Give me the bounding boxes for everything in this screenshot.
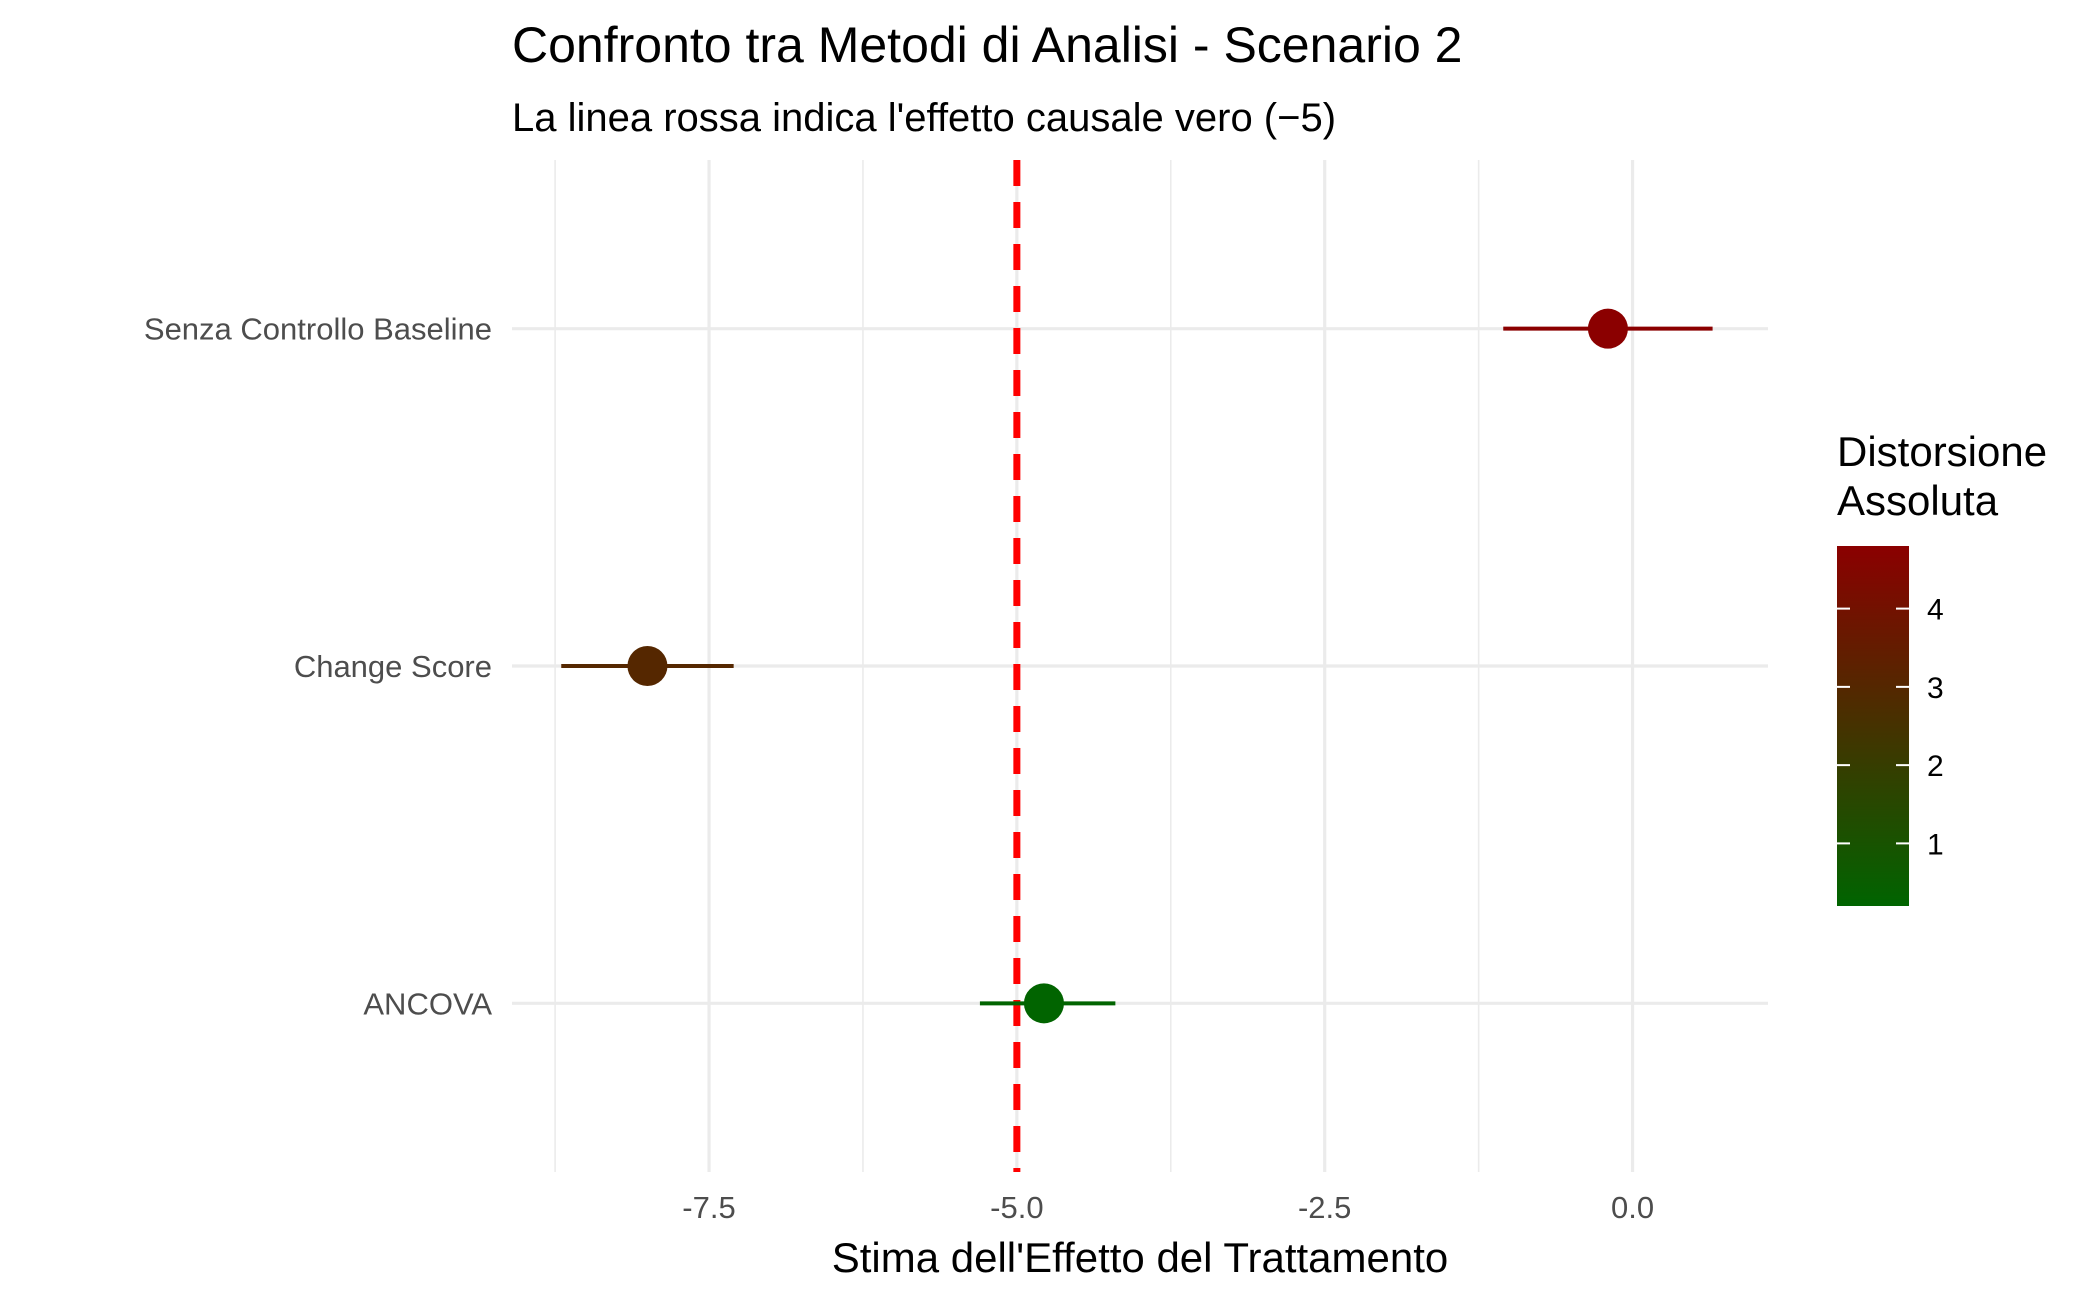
color-legend: Distorsione Assoluta 1 2 3 4 [1837, 428, 2047, 906]
x-tick-label: -5.0 [990, 1190, 1043, 1225]
y-axis-label: ANCOVA [363, 986, 492, 1021]
legend-ticks: 1 2 3 4 [1837, 594, 1944, 861]
x-tick-label: -2.5 [1298, 1190, 1351, 1225]
plot-panel [512, 160, 1768, 1172]
chart-title: Confronto tra Metodi di Analisi - Scenar… [512, 17, 1463, 73]
legend-tick-label: 2 [1927, 750, 1944, 783]
x-axis-title: Stima dell'Effetto del Trattamento [832, 1234, 1449, 1281]
estimate-point [1023, 983, 1064, 1024]
x-tick-label: -7.5 [682, 1190, 735, 1225]
x-axis-ticks: -7.5 -5.0 -2.5 0.0 [682, 1190, 1654, 1225]
y-axis-labels: Senza Controllo Baseline Change Score ANCO… [144, 312, 492, 1022]
estimate-point [627, 646, 668, 686]
legend-colorbar [1837, 546, 1909, 906]
y-axis-label: Senza Controllo Baseline [144, 312, 492, 347]
y-axis-label: Change Score [294, 649, 492, 684]
legend-tick-label: 3 [1927, 672, 1944, 705]
legend-tick-label: 1 [1927, 828, 1944, 861]
data-marks [561, 308, 1713, 1024]
legend-title-line-2: Assoluta [1837, 477, 1999, 524]
legend-tick-label: 4 [1927, 594, 1944, 627]
x-tick-label: 0.0 [1611, 1190, 1654, 1225]
estimate-point [1587, 308, 1628, 349]
legend-title-line-1: Distorsione [1837, 428, 2047, 475]
chart-subtitle: La linea rossa indica l'effetto causale … [512, 96, 1336, 140]
